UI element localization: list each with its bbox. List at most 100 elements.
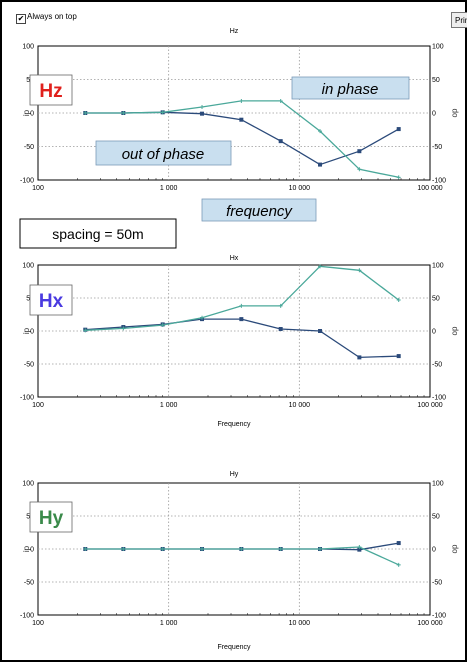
out-of-phase-axis-icon: op — [450, 544, 459, 553]
window-toolbar: ✔ Always on top Prin — [2, 2, 467, 28]
y-tick-label-left: 100 — [22, 263, 34, 270]
data-point-teal — [239, 303, 244, 308]
y-tick-label-left: 0 — [30, 111, 34, 118]
data-point-teal — [396, 297, 401, 302]
x-tick-label: 100 — [32, 402, 44, 409]
x-tick-label: 1 000 — [160, 620, 178, 627]
x-axis-label: Frequency — [217, 644, 251, 651]
y-tick-label-right: -50 — [432, 144, 442, 151]
y-tick-label-left: 0 — [30, 547, 34, 554]
y-tick-label-right: 50 — [432, 514, 440, 521]
data-point-dark — [318, 162, 323, 167]
data-point-teal — [278, 303, 283, 308]
panel-label-box — [29, 74, 73, 106]
data-point-teal — [160, 110, 165, 115]
data-point-teal — [318, 547, 323, 551]
data-point-teal — [83, 328, 88, 333]
in-phase-axis-icon: ip — [22, 545, 31, 552]
data-point-teal — [318, 264, 323, 269]
spacing-label: spacing = 50m — [52, 226, 143, 242]
chart-title: Hy — [230, 471, 239, 478]
data-point-teal — [357, 545, 362, 550]
data-point-dark — [396, 127, 401, 132]
data-point-teal — [121, 547, 126, 551]
data-point-teal — [357, 268, 362, 273]
always-on-top-checkbox[interactable]: ✔ — [16, 14, 26, 24]
x-tick-label: 10 000 — [289, 402, 311, 409]
y-tick-label-right: 50 — [432, 296, 440, 303]
y-tick-label-left: 100 — [22, 481, 34, 488]
data-point-dark — [357, 547, 362, 552]
frequency-callout-box — [201, 198, 317, 222]
data-point-teal — [357, 167, 362, 172]
data-point-dark — [318, 329, 323, 333]
panel-label: Hz — [39, 81, 62, 102]
out-of-phase-callout: out of phase — [122, 146, 205, 163]
in-phase-axis-icon: ip — [22, 109, 31, 116]
x-tick-label: 1 000 — [160, 402, 178, 409]
x-tick-label: 1 000 — [160, 185, 178, 192]
out-of-phase-axis-icon: op — [450, 108, 459, 117]
y-tick-label-right: 0 — [432, 111, 436, 118]
data-point-dark — [357, 355, 362, 360]
data-point-dark — [278, 139, 283, 144]
always-on-top-label: Always on top — [27, 12, 77, 21]
data-point-teal — [396, 175, 401, 180]
y-tick-label-right: -100 — [432, 395, 446, 402]
x-tick-label: 100 000 — [417, 402, 442, 409]
x-tick-label: 100 000 — [417, 620, 442, 627]
y-tick-label-left: 100 — [22, 44, 34, 51]
out-of-phase-axis-icon: op — [450, 326, 459, 335]
data-point-teal — [160, 323, 165, 328]
print-button[interactable]: Prin — [451, 12, 467, 28]
y-tick-label-right: 100 — [432, 44, 444, 51]
panel-label: Hy — [39, 508, 64, 529]
out-of-phase-callout-box — [95, 140, 232, 166]
data-point-teal — [83, 111, 88, 115]
data-point-teal — [200, 315, 205, 320]
y-tick-label-right: 0 — [432, 547, 436, 554]
data-point-teal — [121, 111, 126, 115]
y-tick-label-right: 50 — [432, 77, 440, 84]
data-point-teal — [239, 98, 244, 103]
x-axis-label: Frequency — [217, 421, 251, 428]
data-point-teal — [200, 104, 205, 109]
y-tick-label-left: -100 — [20, 613, 34, 620]
data-point-teal — [121, 326, 126, 331]
panel-label: Hx — [39, 291, 64, 312]
x-tick-label: 10 000 — [289, 620, 311, 627]
data-point-teal — [239, 547, 244, 551]
y-tick-label-left: -50 — [24, 580, 34, 587]
in-phase-callout-box — [291, 76, 410, 100]
y-tick-label-right: -50 — [432, 362, 442, 369]
data-point-dark — [278, 327, 283, 332]
data-point-dark — [200, 111, 205, 116]
panel-label-box — [29, 501, 73, 533]
x-tick-label: 100 — [32, 185, 44, 192]
y-tick-label-right: -100 — [432, 613, 446, 620]
data-point-teal — [160, 547, 165, 551]
data-point-teal — [83, 547, 88, 551]
data-point-dark — [239, 317, 244, 322]
data-point-teal — [278, 547, 283, 551]
x-tick-label: 100 000 — [417, 185, 442, 192]
data-point-dark — [239, 117, 244, 122]
y-tick-label-left: -100 — [20, 395, 34, 402]
in-phase-callout: in phase — [322, 81, 379, 98]
spacing-box — [19, 218, 177, 249]
y-tick-label-right: -100 — [432, 178, 446, 185]
data-point-dark — [396, 541, 401, 546]
data-point-dark — [396, 354, 401, 359]
x-tick-label: 10 000 — [289, 185, 311, 192]
y-tick-label-left: -50 — [24, 144, 34, 151]
in-phase-axis-icon: ip — [22, 327, 31, 334]
data-point-teal — [396, 562, 401, 567]
y-tick-label-left: -100 — [20, 178, 34, 185]
y-tick-label-left: 0 — [30, 329, 34, 336]
data-point-dark — [357, 149, 362, 154]
data-point-teal — [200, 547, 205, 551]
data-point-teal — [318, 129, 323, 134]
x-tick-label: 100 — [32, 620, 44, 627]
y-tick-label-right: 0 — [432, 329, 436, 336]
